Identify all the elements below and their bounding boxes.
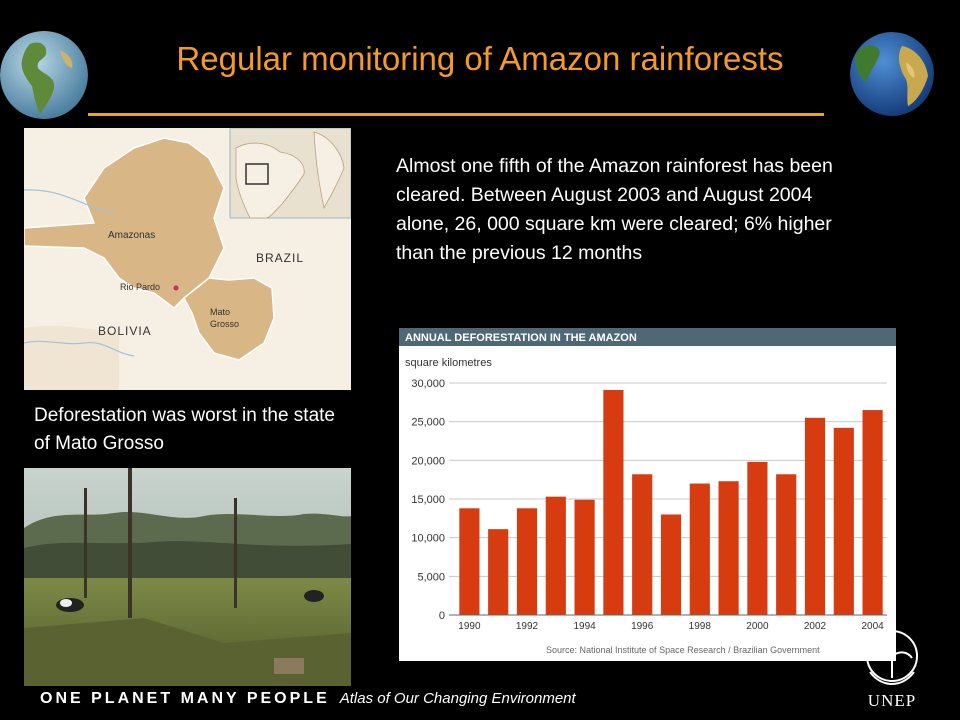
bar-2000 (747, 461, 768, 615)
map-label-mato: Mato (210, 307, 230, 317)
bar-1991 (488, 529, 509, 615)
x-tick-label: 2004 (861, 621, 884, 632)
x-tick-label: 1996 (631, 621, 654, 632)
bar-2002 (804, 417, 826, 615)
bar-1994 (574, 499, 595, 615)
map-label-bolivia: BOLIVIA (98, 324, 152, 338)
bar-1999 (718, 481, 739, 615)
chart-header-band (399, 328, 896, 346)
globe-americas-icon (0, 30, 88, 120)
chart-title: ANNUAL DEFORESTATION IN THE AMAZON (405, 332, 637, 344)
bar-1998 (689, 483, 710, 615)
x-tick-label: 1998 (689, 621, 712, 632)
bar-1992 (516, 508, 538, 615)
map-label-amazonas: Amazonas (108, 230, 155, 241)
y-tick-label: 20,000 (411, 455, 445, 467)
title-divider (88, 113, 824, 116)
bar-1990 (459, 508, 480, 615)
y-tick-label: 25,000 (411, 417, 445, 429)
bar-2003 (833, 427, 854, 615)
y-tick-label: 5,000 (417, 571, 445, 583)
x-tick-label: 2000 (746, 621, 769, 632)
unep-logo-text: UNEP (868, 691, 916, 710)
bar-1995 (603, 389, 624, 615)
x-tick-label: 2002 (804, 621, 827, 632)
bar-2004 (862, 410, 883, 615)
mato-grosso-map: Amazonas BRAZIL Rio Pardo Mato Grosso BO… (24, 128, 351, 390)
bar-1996 (632, 474, 653, 615)
bar-2001 (776, 474, 797, 615)
bar-1993 (545, 496, 566, 615)
x-tick-label: 1990 (458, 621, 481, 632)
y-tick-label: 30,000 (411, 378, 445, 390)
map-caption: Deforestation was worst in the state of … (34, 405, 335, 454)
map-label-rio-pardo: Rio Pardo (120, 282, 160, 292)
deforestation-photo (24, 468, 351, 686)
body-text: Almost one fifth of the Amazon rainfores… (396, 155, 833, 264)
map-label-brazil: BRAZIL (256, 251, 304, 265)
chart-source: Source: National Institute of Space Rese… (546, 645, 820, 655)
y-tick-label: 0 (439, 610, 445, 622)
unep-logo: UNEP (852, 628, 932, 714)
x-tick-label: 1992 (516, 621, 539, 632)
map-label-grosso: Grosso (210, 319, 239, 329)
bar-1997 (660, 514, 682, 615)
chart-ylabel: square kilometres (405, 357, 492, 369)
bar-chart-svg: ANNUAL DEFORESTATION IN THE AMAZON squar… (399, 328, 896, 655)
y-tick-label: 15,000 (411, 494, 445, 506)
footer-brand: ONE PLANET MANY PEOPLE Atlas of Our Chang… (40, 690, 576, 708)
deforestation-chart: ANNUAL DEFORESTATION IN THE AMAZON squar… (399, 328, 896, 661)
page-title: Regular monitoring of Amazon rainforests (176, 40, 784, 77)
footer-subtitle: Atlas of Our Changing Environment (339, 690, 576, 707)
x-tick-label: 1994 (573, 621, 596, 632)
footer-title: ONE PLANET MANY PEOPLE (40, 690, 330, 707)
y-tick-label: 10,000 (411, 533, 445, 545)
globe-atlantic-icon (850, 32, 934, 116)
